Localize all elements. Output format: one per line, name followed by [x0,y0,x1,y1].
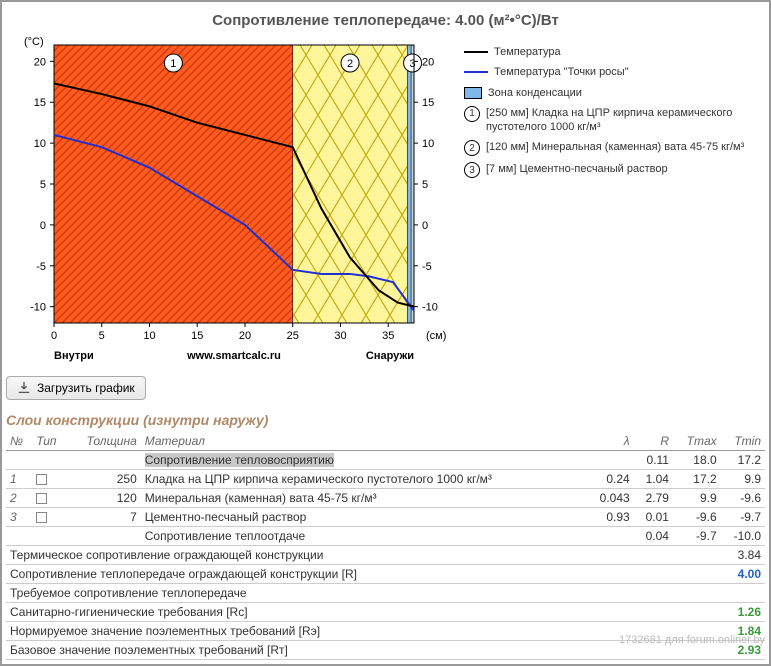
col-l: λ [586,432,634,451]
watermark: 1732681 для forum.onliner.by [619,634,765,646]
page-title: Сопротивление теплопередаче: 4.00 (м²•°С… [6,6,765,35]
legend-label-temp: Температура [494,45,561,59]
chart: 1 2 3 -10 -10 -5 -5 0 0 5 5 10 10 15 15 20 20 0 5 10 15 20 25 3… [6,35,456,368]
svg-text:35: 35 [382,330,394,342]
table-row: 2120Минеральная (каменная) вата 45-75 кг… [6,489,765,508]
svg-text:(°C): (°C) [24,36,44,48]
col-type: Тип [32,432,67,451]
row-checkbox[interactable] [36,493,47,504]
svg-text:5: 5 [422,179,428,191]
col-mat: Материал [141,432,586,451]
svg-text:0: 0 [40,220,46,232]
svg-text:3: 3 [410,58,416,70]
svg-text:25: 25 [287,330,299,342]
svg-text:5: 5 [40,179,46,191]
layers-section-title: Слои конструкции (изнутри наружу) [6,408,765,432]
download-icon [17,381,31,395]
svg-text:15: 15 [422,97,434,109]
legend-item-text: [7 мм] Цементно-песчаный раствор [486,162,668,176]
svg-text:-10: -10 [30,302,46,314]
download-chart-label: Загрузить график [37,381,135,395]
download-chart-button[interactable]: Загрузить график [6,376,146,400]
svg-text:-5: -5 [36,261,46,273]
legend: Температура Температура "Точки росы" Зон… [464,35,765,368]
table-row: Сопротивление теплоотдаче0.04-9.7-10.0 [6,527,765,546]
legend-circle: 2 [464,140,480,156]
col-th: Толщина [68,432,141,451]
col-n: № [6,432,32,451]
summary-row: Санитарно-гигиенические требования [Rc]1… [6,603,765,622]
legend-swatch-temp [464,51,488,53]
svg-text:15: 15 [34,97,46,109]
svg-text:2: 2 [347,58,353,70]
col-tmin: Tmin [721,432,765,451]
col-tmax: Tmax [673,432,721,451]
svg-text:(см): (см) [426,330,446,342]
svg-text:20: 20 [239,330,251,342]
table-row: Сопротивление тепловосприятию0.1118.017.… [6,451,765,470]
legend-item-text: [250 мм] Кладка на ЦПР кирпича керамичес… [486,106,765,135]
summary-row: Сопротивление теплопередаче ограждающей … [6,565,765,584]
legend-item-text: [120 мм] Минеральная (каменная) вата 45-… [486,140,744,154]
svg-text:1: 1 [170,58,176,70]
svg-text:20: 20 [34,56,46,68]
svg-text:Снаружи: Снаружи [366,350,414,362]
legend-circle: 3 [464,162,480,178]
table-row: 1250Кладка на ЦПР кирпича керамического … [6,470,765,489]
legend-swatch-dew [464,71,488,73]
legend-label-dew: Температура "Точки росы" [494,65,629,79]
svg-text:Внутри: Внутри [54,350,94,362]
col-r: R [634,432,673,451]
svg-text:0: 0 [422,220,428,232]
svg-text:5: 5 [99,330,105,342]
summary-row: Термическое сопротивление ограждающей ко… [6,546,765,565]
svg-text:10: 10 [143,330,155,342]
svg-text:-5: -5 [422,261,432,273]
summary-row: Требуемое сопротивление теплопередаче [6,584,765,603]
legend-circle: 1 [464,106,480,122]
row-checkbox[interactable] [36,512,47,523]
svg-text:0: 0 [51,330,57,342]
svg-text:20: 20 [422,56,434,68]
svg-text:15: 15 [191,330,203,342]
legend-swatch-cond [464,87,482,99]
chart-svg: 1 2 3 -10 -10 -5 -5 0 0 5 5 10 10 15 15 20 20 0 5 10 15 20 25 3… [6,35,456,365]
svg-text:10: 10 [34,138,46,150]
svg-text:10: 10 [422,138,434,150]
table-row: 37Цементно-песчаный раствор0.930.01-9.6-… [6,508,765,527]
legend-label-cond: Зона конденсации [488,86,582,100]
layers-table: № Тип Толщина Материал λ R Tmax Tmin Соп… [6,432,765,546]
row-checkbox[interactable] [36,474,47,485]
svg-text:www.smartcalc.ru: www.smartcalc.ru [186,350,281,362]
svg-text:30: 30 [334,330,346,342]
svg-text:-10: -10 [422,302,438,314]
